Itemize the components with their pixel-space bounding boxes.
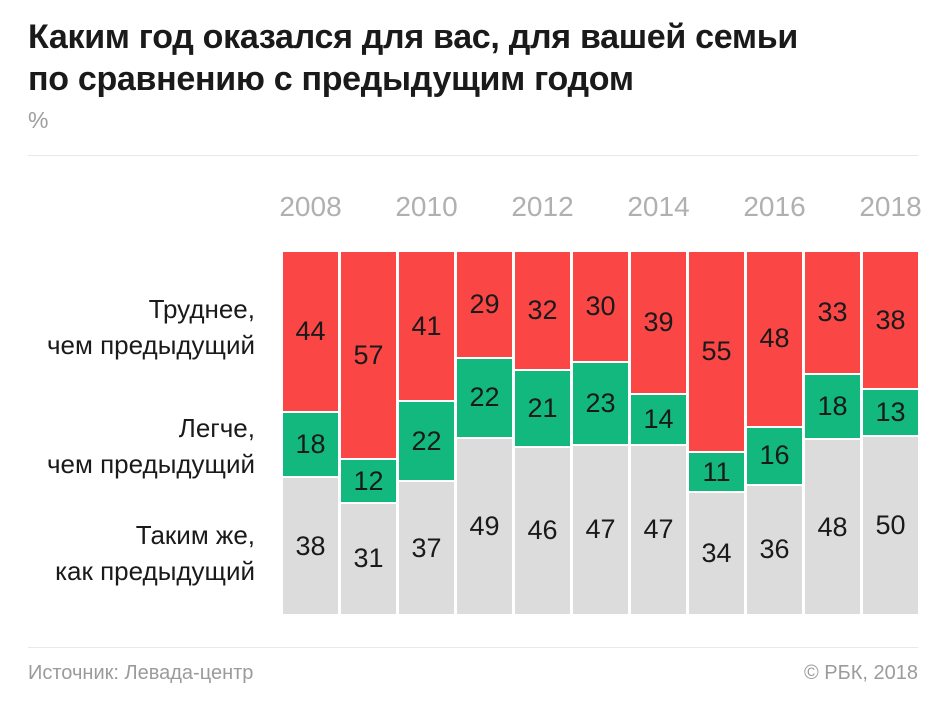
bar-value-label: 47 xyxy=(643,514,674,545)
bar-2016: 48 16 36 xyxy=(747,252,802,614)
bar-value-label: 31 xyxy=(353,543,384,574)
bar-segment-easier: 22 xyxy=(457,356,512,437)
bar-segment-easier: 18 xyxy=(805,372,860,439)
bar-value-label: 44 xyxy=(295,316,326,347)
bar-segment-harder: 30 xyxy=(573,252,628,361)
series-label-easier: Легче, чем предыдущий xyxy=(47,413,255,479)
series-label-harder: Труднее, чем предыдущий xyxy=(47,294,255,360)
year-tick-label: 2016 xyxy=(743,191,806,222)
bar-segment-harder: 39 xyxy=(631,252,686,394)
year-axis: 2008 2010 2012 2014 2016 2018 xyxy=(279,191,922,223)
bar-value-label: 32 xyxy=(527,295,558,325)
bar-segment-harder: 44 xyxy=(283,252,338,412)
bar-segment-same: 36 xyxy=(747,483,802,614)
bar-segment-easier: 12 xyxy=(341,458,396,502)
bar-value-label: 12 xyxy=(353,465,384,496)
bottom-divider xyxy=(28,647,918,648)
chart-title-line1: Каким год оказался для вас, для вашей се… xyxy=(28,18,798,56)
year-tick-label: 2012 xyxy=(511,191,574,222)
bar-value-label: 30 xyxy=(585,290,616,321)
bar-segment-same: 38 xyxy=(283,476,338,614)
bar-segment-easier: 13 xyxy=(863,388,918,435)
bar-value-label: 14 xyxy=(643,404,674,434)
source-label: Источник: Левада-центр xyxy=(28,662,254,684)
bar-value-label: 49 xyxy=(469,510,500,541)
bar-segment-harder: 38 xyxy=(863,252,918,389)
bar-2011: 29 22 49 xyxy=(457,252,512,614)
bar-value-label: 18 xyxy=(817,391,848,422)
bar-value-label: 41 xyxy=(411,310,442,341)
year-tick-label: 2014 xyxy=(627,191,690,222)
bar-segment-easier: 18 xyxy=(283,411,338,477)
bar-segment-easier: 16 xyxy=(747,425,802,484)
bar-segment-harder: 32 xyxy=(515,252,570,369)
bar-segment-harder: 55 xyxy=(689,252,744,452)
bar-value-label: 33 xyxy=(817,296,848,327)
bar-segment-same: 47 xyxy=(631,443,686,614)
bar-segment-same: 34 xyxy=(689,490,744,614)
bar-value-label: 48 xyxy=(759,323,790,354)
bar-segment-easier: 23 xyxy=(573,360,628,444)
bar-segment-same: 37 xyxy=(399,480,454,614)
bar-2008: 44 18 38 xyxy=(283,252,338,614)
bar-value-label: 16 xyxy=(759,440,790,471)
bar-segment-same: 48 xyxy=(805,438,860,614)
bar-segment-harder: 57 xyxy=(341,252,396,459)
chart-title: Каким год оказался для вас, для вашей се… xyxy=(28,16,798,100)
bar-value-label: 34 xyxy=(701,537,732,568)
bar-value-label: 36 xyxy=(759,534,790,565)
bars: 44 18 38 57 12 31 41 22 37 29 22 49 32 21 46 30 23 47 39 14… xyxy=(283,252,918,614)
bar-2013: 30 23 47 xyxy=(573,252,628,614)
bar-value-label: 22 xyxy=(411,425,442,456)
bar-value-label: 13 xyxy=(875,396,906,427)
bar-value-label: 50 xyxy=(875,509,906,540)
bar-segment-harder: 33 xyxy=(805,252,860,373)
series-label-same: Таким же, как предыдущий xyxy=(55,520,255,586)
bar-segment-easier: 14 xyxy=(631,393,686,444)
bar-value-label: 39 xyxy=(643,307,674,338)
bar-segment-same: 31 xyxy=(341,501,396,614)
bar-value-label: 23 xyxy=(585,387,616,418)
bar-segment-harder: 41 xyxy=(399,252,454,401)
bar-value-label: 48 xyxy=(817,511,848,542)
bar-2010: 41 22 37 xyxy=(399,252,454,614)
bar-2014: 39 14 47 xyxy=(631,252,686,614)
bar-value-label: 38 xyxy=(295,530,326,561)
bar-value-label: 57 xyxy=(353,339,384,370)
bar-segment-same: 46 xyxy=(515,445,570,614)
copyright-label: © РБК, 2018 xyxy=(803,662,918,684)
bar-segment-harder: 29 xyxy=(457,252,512,357)
top-divider xyxy=(28,155,918,156)
bar-2009: 57 12 31 xyxy=(341,252,396,614)
bar-value-label: 22 xyxy=(469,382,500,413)
bar-segment-same: 50 xyxy=(863,434,918,614)
bar-2018: 38 13 50 xyxy=(863,252,918,614)
bar-2017: 33 18 48 xyxy=(805,252,860,614)
bar-value-label: 29 xyxy=(469,288,500,319)
bar-segment-same: 47 xyxy=(573,443,628,614)
bar-value-label: 38 xyxy=(875,304,906,335)
bar-value-label: 11 xyxy=(702,456,731,487)
bar-segment-easier: 22 xyxy=(399,400,454,481)
bar-value-label: 46 xyxy=(527,515,558,546)
bar-value-label: 21 xyxy=(527,392,558,423)
bar-segment-easier: 21 xyxy=(515,369,570,446)
bar-value-label: 37 xyxy=(411,532,442,563)
bar-2015: 55 11 34 xyxy=(689,252,744,614)
bar-value-label: 55 xyxy=(701,336,732,367)
unit-label: % xyxy=(28,107,49,133)
bar-segment-same: 49 xyxy=(457,436,512,614)
year-tick-label: 2010 xyxy=(395,191,458,222)
bar-segment-harder: 48 xyxy=(747,252,802,426)
bar-value-label: 47 xyxy=(585,514,616,545)
bar-value-label: 18 xyxy=(295,429,326,460)
chart-title-line2: по сравнению с предыдущим годом xyxy=(28,60,634,98)
year-tick-label: 2008 xyxy=(279,191,342,222)
bar-segment-easier: 11 xyxy=(689,451,744,491)
bar-2012: 32 21 46 xyxy=(515,252,570,614)
year-tick-label: 2018 xyxy=(859,191,922,222)
